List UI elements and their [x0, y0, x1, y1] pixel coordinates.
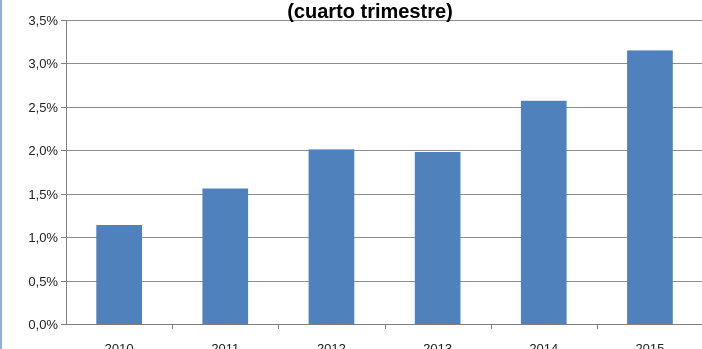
y-tick-labels: 0,0% 0,5% 1,0% 1,5% 2,0% 2,5% 3,0% 3,5%	[28, 13, 58, 332]
bar-2015	[627, 50, 673, 325]
y-tick-label: 3,0%	[28, 56, 58, 71]
x-tick-label: 2013	[423, 341, 452, 349]
axes	[61, 20, 702, 329]
x-tick-label: 2011	[211, 341, 239, 349]
x-tick-label: 2010	[105, 341, 134, 349]
x-tick-labels: 2010 2011 2012 2013 2014 2015	[105, 341, 665, 349]
x-tick-label: 2014	[529, 341, 558, 349]
bar-2011	[202, 188, 249, 324]
x-tick-label: 2012	[317, 341, 346, 349]
grid-lines	[66, 20, 702, 282]
y-tick-label: 3,5%	[28, 13, 58, 28]
x-tick-label: 2015	[635, 341, 664, 349]
bar-2014	[520, 100, 567, 324]
bar-2013	[414, 152, 461, 324]
bar-2012	[308, 149, 355, 324]
bars	[96, 50, 673, 325]
y-tick-label: 2,5%	[28, 100, 58, 115]
chart-title: (cuarto trimestre)	[287, 1, 453, 23]
y-tick-label: 2,0%	[28, 143, 58, 158]
y-tick-label: 0,0%	[28, 317, 58, 332]
y-tick-label: 1,0%	[28, 230, 58, 245]
y-tick-label: 1,5%	[28, 187, 58, 202]
bar-2010	[96, 225, 142, 324]
y-tick-label: 0,5%	[28, 274, 58, 289]
